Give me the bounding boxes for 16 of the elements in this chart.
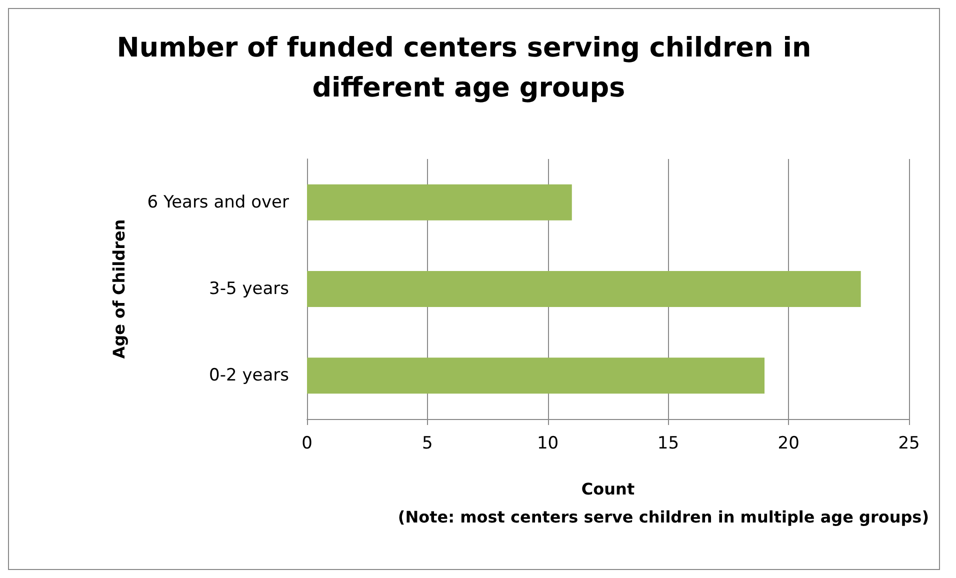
bar <box>307 358 765 394</box>
x-tick-label: 5 <box>422 434 433 454</box>
text: (Note: most centers serve children in multiple age groups) <box>398 508 930 526</box>
y-tick-label: 3-5 years <box>209 279 290 299</box>
x-tick-label: 10 <box>536 434 559 454</box>
y-tick-label: 0-2 years <box>209 366 290 386</box>
x-axis-title: Count <box>581 480 635 498</box>
x-tick-label: 20 <box>778 434 800 454</box>
x-tick-label: 15 <box>657 434 680 454</box>
bar <box>307 184 572 220</box>
bar <box>307 271 861 307</box>
y-axis-title: Age of Children <box>110 219 128 359</box>
x-tick-label: 25 <box>898 434 920 454</box>
x-tick-label: 0 <box>302 434 312 454</box>
chart-title: Number of funded centers serving children in different age groups <box>116 32 812 104</box>
y-tick-label: 6 Years and over <box>147 192 289 212</box>
